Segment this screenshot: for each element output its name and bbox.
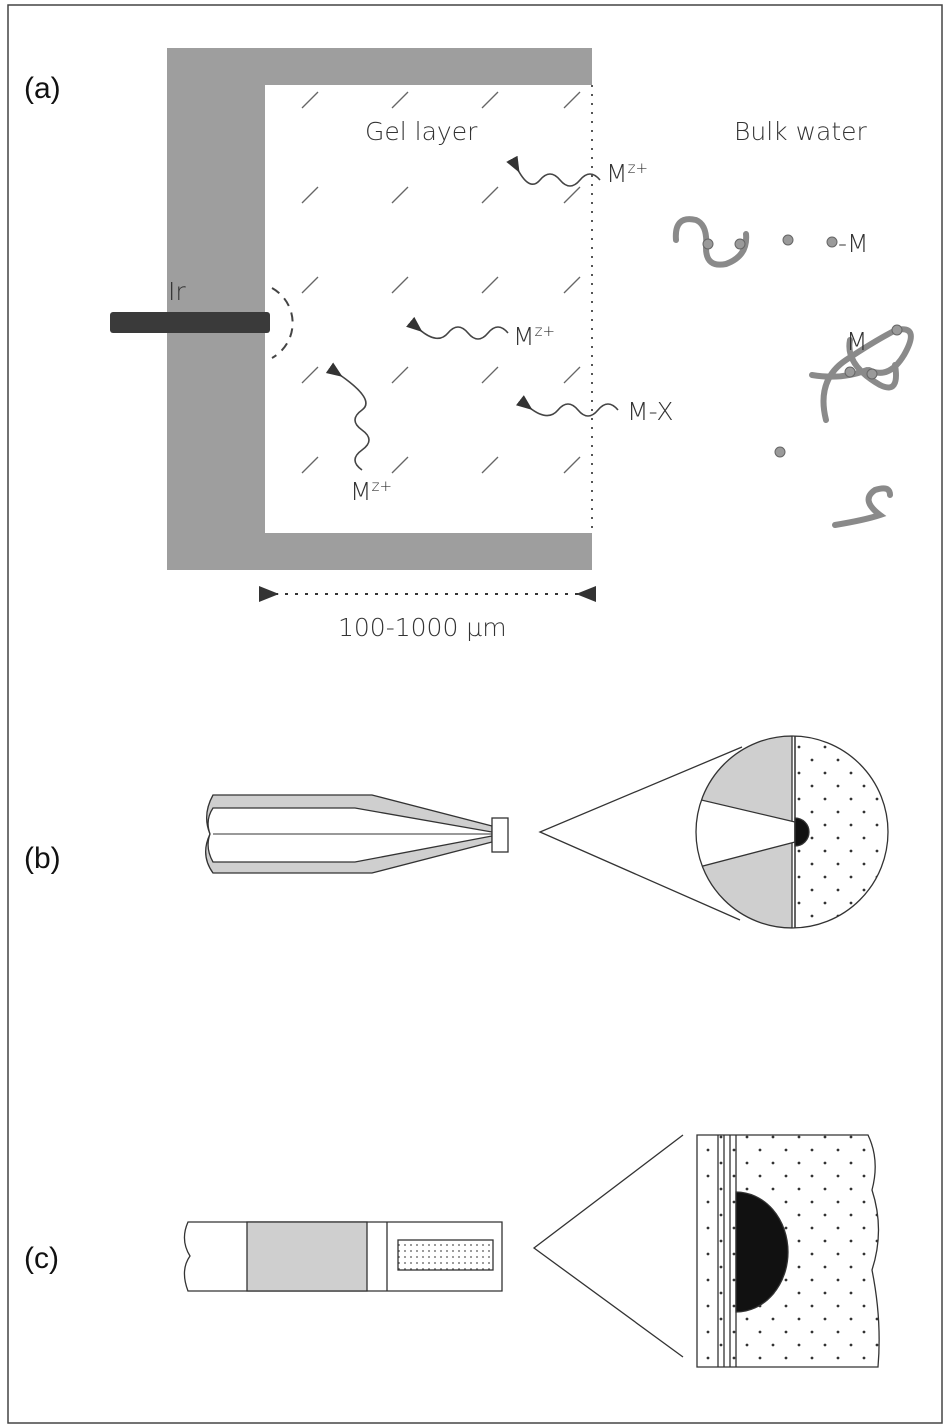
figure: (a) Gel layer Bulk water Ir Mz+ Mz+ Mz+ …: [0, 0, 949, 1427]
hatch-mark: [302, 457, 318, 473]
diffusion-layer: [272, 288, 293, 358]
ion-charge: z+: [628, 159, 648, 177]
hatch-mark: [564, 187, 580, 203]
hatch-mark: [392, 187, 408, 203]
panel-label: (a): [24, 72, 61, 105]
ion-base: M: [606, 159, 628, 188]
path-shape: [518, 170, 600, 186]
ion-label: Mz+: [513, 322, 555, 351]
ion-label: Mz+: [606, 159, 648, 188]
hatch-mark: [392, 367, 408, 383]
circle-shape: [775, 447, 785, 457]
metal-label: M: [846, 327, 868, 356]
panel-label: (b): [24, 842, 61, 875]
path-shape: [530, 404, 618, 416]
hatch-mark: [564, 277, 580, 293]
complex-label: M-X: [627, 397, 673, 426]
hatch-mark: [392, 92, 408, 108]
rod-section: [247, 1222, 367, 1291]
gel-layer-label: Gel layer: [365, 117, 478, 146]
page: (a) Gel layer Bulk water Ir Mz+ Mz+ Mz+ …: [0, 0, 949, 1427]
path-shape: [835, 488, 890, 525]
path-shape: [420, 327, 508, 339]
hatch-mark: [482, 457, 498, 473]
hatch-mark: [482, 277, 498, 293]
hatch-mark: [564, 92, 580, 108]
electrode-label: Ir: [168, 277, 186, 306]
hatch-mark: [482, 92, 498, 108]
circle-shape: [735, 239, 745, 249]
circle-shape: [703, 239, 713, 249]
hatch-mark: [302, 92, 318, 108]
circle-shape: [783, 235, 793, 245]
panel-label: (c): [24, 1242, 59, 1275]
circle-shape: [845, 367, 855, 377]
hatch-mark: [392, 457, 408, 473]
ir-electrode: [110, 312, 270, 333]
pipette-tip: [492, 818, 508, 852]
panel-b: [206, 736, 891, 928]
bound-metal-label: -M: [838, 229, 869, 258]
scale-label: 100-1000 µm: [338, 613, 507, 642]
circle-shape: [892, 325, 902, 335]
panel-a: (a) Gel layer Bulk water Ir Mz+ Mz+ Mz+ …: [24, 48, 911, 642]
bulk-water-label: Bulk water: [734, 117, 868, 146]
hatch-mark: [564, 457, 580, 473]
gel-hatching: [302, 92, 580, 473]
hatch-mark: [302, 187, 318, 203]
panel-c: [184, 1135, 879, 1367]
hatch-mark: [564, 367, 580, 383]
path-shape: [340, 375, 369, 470]
ion-paths: [340, 170, 618, 470]
ion-base: M: [513, 322, 535, 351]
ion-charge: z+: [535, 322, 555, 340]
hatch-mark: [392, 277, 408, 293]
hatch-mark: [302, 367, 318, 383]
circle-shape: [827, 237, 837, 247]
hatch-mark: [482, 187, 498, 203]
ion-base: M: [350, 477, 372, 506]
zoom-lines: [534, 1135, 683, 1357]
hatch-mark: [482, 367, 498, 383]
ion-charge: z+: [372, 477, 392, 495]
sensor-window: [398, 1240, 493, 1270]
ion-label: Mz+: [350, 477, 392, 506]
circle-shape: [867, 369, 877, 379]
tip-detail: [680, 736, 891, 928]
hatch-mark: [302, 277, 318, 293]
